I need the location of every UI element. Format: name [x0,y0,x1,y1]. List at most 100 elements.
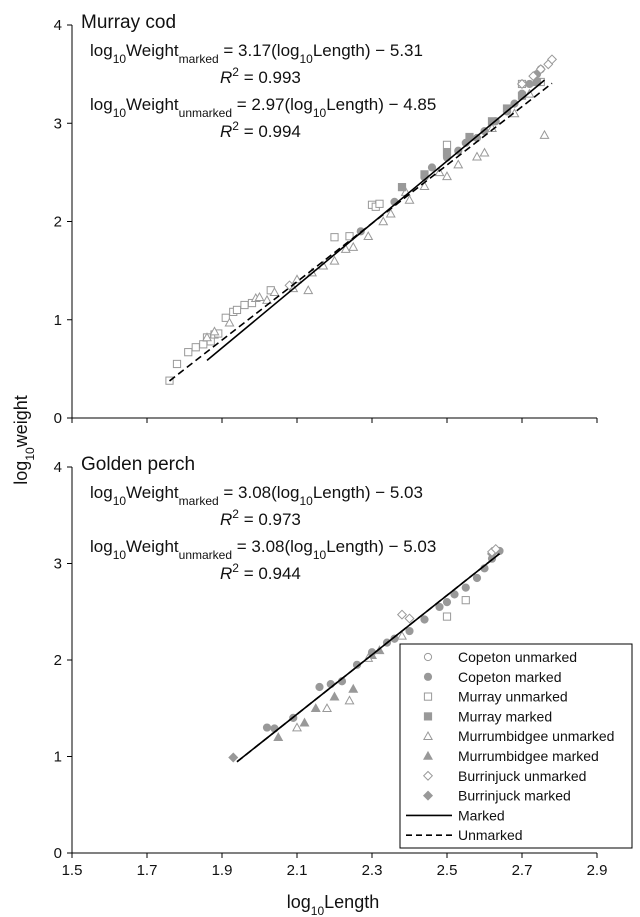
y-tick-label: 4 [54,17,62,34]
data-point [221,313,230,322]
regression-equation: log10Weightunmarked = 3.08(log10Length) … [90,537,436,562]
data-point [273,732,284,742]
data-point [344,695,355,705]
legend-label: Murrumbidgee unmarked [458,728,614,744]
legend-label: Murray marked [458,708,552,724]
data-point [228,752,239,763]
data-point [427,163,437,172]
data-point [472,573,482,583]
data-point [254,291,265,301]
data-point [329,691,340,701]
data-point [199,340,208,349]
x-tick-label: 2.5 [437,862,458,879]
regression-equation: log10Weightmarked = 3.08(log10Length) − … [90,483,423,508]
data-point [405,626,414,636]
legend-marker [423,652,433,662]
data-point [517,89,527,98]
data-point [345,232,354,241]
panel-title: Murray cod [81,12,176,33]
legend-label: Murrumbidgee marked [458,748,599,764]
legend-marker [422,790,434,801]
data-point [240,300,249,310]
y-tick-label: 2 [54,214,62,231]
x-axis-label: log10Length [287,892,379,917]
panel-murray-cod: 0 1 2 3 4 Murray cod log10Weightmarked = 3.17(… [54,12,598,427]
legend-label: Murray unmarked [458,689,568,705]
legend-label: Marked [458,807,505,823]
data-point [472,151,482,161]
data-point [322,703,332,713]
y-tick-label: 1 [54,312,62,329]
data-point [292,274,302,284]
data-point [479,147,490,157]
data-point [202,332,212,342]
data-point [442,598,452,607]
legend-label: Burrinjuck unmarked [458,768,586,784]
data-point [340,243,351,253]
data-point [490,543,501,555]
fit-line-unmarked [169,82,553,382]
y-tick-label: 2 [54,652,62,669]
data-point [363,231,374,241]
panel-golden-perch: 0 1 2 3 4 1.5 1.7 1.9 2.1 2.3 2.5 2.7 2.9 Golden perc… [54,454,633,879]
r-squared: R2 = 0.944 [220,561,301,583]
legend-label: Burrinjuck marked [458,788,571,804]
legend-marker [423,692,433,701]
data-point [435,602,444,612]
regression-equation: log10Weightunmarked = 2.97(log10Length) … [90,95,436,120]
data-point [539,129,550,139]
data-point [461,596,470,605]
data-point [303,285,314,295]
data-point [292,722,302,732]
data-point [442,171,452,181]
data-point [284,280,295,291]
series-murrumbidgee-marked [273,645,385,742]
y-tick-label: 3 [54,556,62,573]
series-burrinjuck-unmarked [396,543,501,624]
data-point [397,183,407,192]
y-tick-label: 4 [54,459,62,476]
data-point [375,199,384,208]
series-murray-unmarked [442,596,470,621]
data-point [419,180,430,190]
data-point [330,233,339,242]
data-point [461,583,470,592]
data-point [546,54,558,65]
data-point [269,287,280,297]
data-point [247,298,257,308]
fit-line-unmarked [236,553,500,763]
x-tick-label: 1.5 [62,862,83,879]
data-point [450,590,459,599]
data-point [184,348,193,357]
series-copeton-marked [262,546,504,733]
data-point [191,343,200,352]
data-point [378,216,389,226]
y-tick-label: 3 [54,115,62,132]
x-tick-label: 2.3 [362,862,383,879]
data-point [299,717,310,727]
legend: Copeton unmarked Copeton marked Murray unm… [399,643,633,849]
legend-marker [423,731,433,741]
data-point [315,682,324,692]
data-point [329,255,340,265]
legend-label: Unmarked [458,827,523,843]
data-point [434,167,445,177]
panel-title: Golden perch [81,454,195,475]
data-point [535,64,546,75]
legend-label: Copeton unmarked [458,649,577,665]
data-point [442,612,452,621]
series-murrumbidgee-unmarked [292,630,407,732]
r-squared: R2 = 0.993 [220,65,301,87]
data-point [348,683,359,693]
legend-marker [422,770,434,781]
data-point [516,78,528,89]
legend-marker [423,712,433,721]
data-point [397,630,407,640]
data-point [348,241,359,251]
x-tick-label: 1.9 [212,862,233,879]
data-point [442,140,452,149]
data-point [224,317,235,327]
data-point [262,723,272,732]
y-axis-label: log10weight [11,395,37,484]
